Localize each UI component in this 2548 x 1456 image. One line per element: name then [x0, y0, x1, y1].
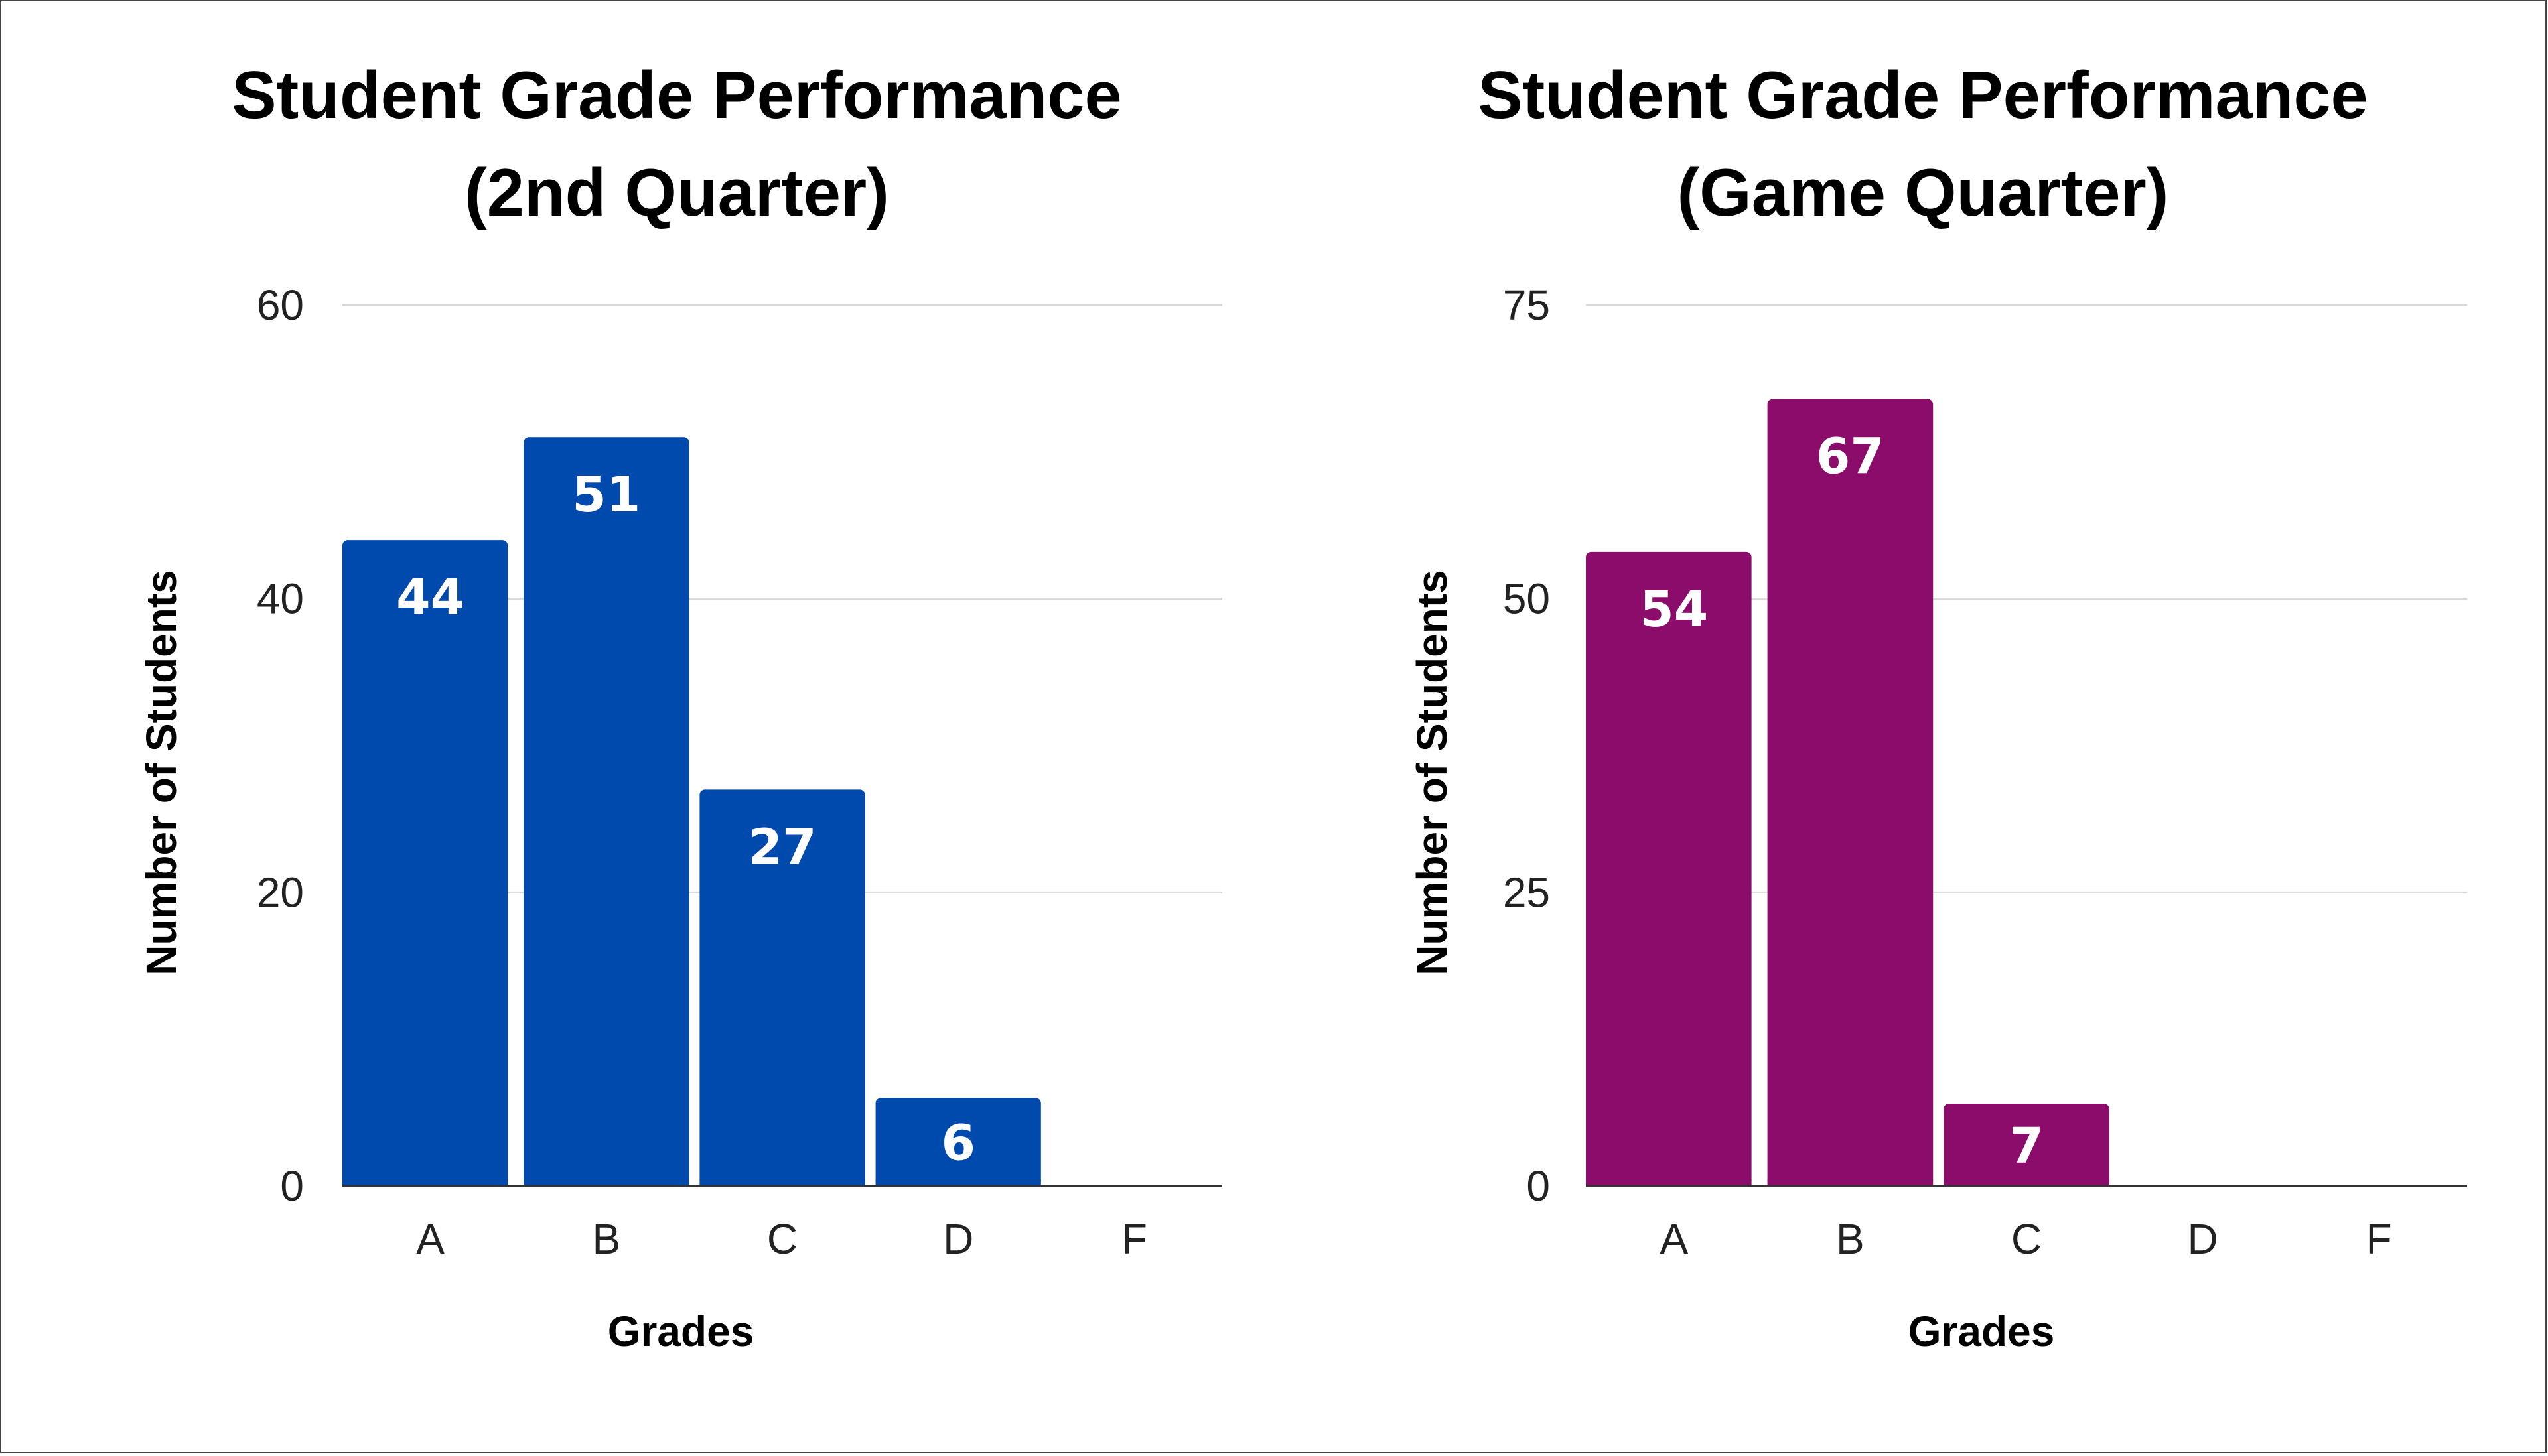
bar-value-label: 54	[1640, 581, 1708, 638]
x-tick-label: F	[2366, 1215, 2392, 1263]
bar-base	[1767, 1179, 1934, 1186]
bar-base	[699, 1179, 865, 1186]
plot-area: 0 25 50 75 54 A 67 B 7 C D F	[1503, 281, 2467, 1263]
chart-2nd-quarter: Student Grade Performance (2nd Quarter) …	[137, 58, 1222, 1355]
bar-value-label: 7	[2009, 1118, 2044, 1175]
x-tick-label: C	[767, 1215, 798, 1263]
bar-base	[342, 1179, 508, 1186]
x-tick-label: B	[1836, 1215, 1865, 1263]
x-tick-label: D	[943, 1215, 973, 1263]
x-axis-title: Grades	[608, 1307, 754, 1355]
bar-base	[1586, 1179, 1752, 1186]
x-axis-title: Grades	[1908, 1307, 2055, 1355]
chart-title-line-1: Student Grade Performance	[232, 58, 1121, 133]
bar-base	[524, 1179, 689, 1186]
bar-d	[875, 1098, 1041, 1186]
bar-a	[1586, 551, 1752, 1186]
bar-base	[1944, 1179, 2109, 1186]
bar-a	[342, 540, 508, 1186]
chart-title-line-2: (Game Quarter)	[1677, 156, 2169, 230]
bar-base	[875, 1179, 1041, 1186]
y-axis-title: Number of Students	[1408, 570, 1456, 976]
y-tick-label: 0	[1526, 1162, 1550, 1210]
bar-c	[699, 789, 865, 1186]
bar-c	[1944, 1104, 2109, 1186]
bar-value-label: 6	[941, 1115, 975, 1172]
bar-value-label: 27	[748, 819, 817, 876]
x-tick-label: F	[1121, 1215, 1147, 1263]
y-tick-label: 60	[257, 281, 304, 329]
y-tick-label: 50	[1503, 575, 1550, 623]
chart-game-quarter: Student Grade Performance (Game Quarter)…	[1408, 58, 2467, 1355]
x-tick-label: C	[2011, 1215, 2042, 1263]
y-tick-label: 25	[1503, 868, 1550, 916]
x-tick-label: A	[1660, 1215, 1688, 1263]
bar-value-label: 51	[572, 466, 640, 523]
y-tick-label: 75	[1503, 281, 1550, 329]
x-tick-label: A	[416, 1215, 445, 1263]
y-tick-label: 0	[280, 1162, 304, 1210]
bar-value-label: 67	[1816, 429, 1884, 486]
bar-b	[1767, 399, 1934, 1186]
chart-title-line-1: Student Grade Performance	[1478, 58, 2368, 133]
y-axis-title: Number of Students	[137, 570, 185, 976]
x-tick-label: D	[2187, 1215, 2218, 1263]
bar-value-label: 44	[396, 569, 464, 626]
bar-b	[524, 437, 689, 1187]
plot-area: 0 20 40 60 44 A 51 B 27 C 6 D F	[257, 281, 1222, 1263]
y-tick-label: 40	[257, 575, 304, 623]
x-tick-label: B	[592, 1215, 620, 1263]
y-tick-label: 20	[257, 868, 304, 916]
chart-title-line-2: (2nd Quarter)	[464, 156, 889, 230]
